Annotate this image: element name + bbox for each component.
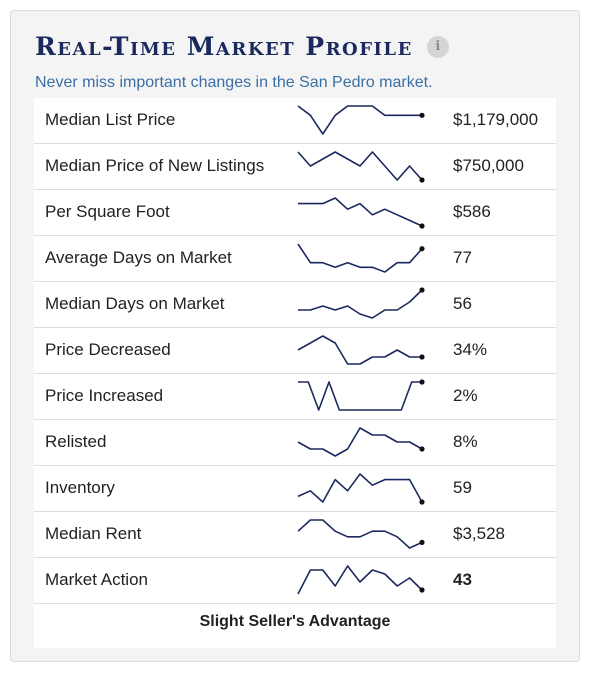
metric-value: 43 — [453, 570, 472, 589]
sparkline-path — [297, 151, 423, 181]
metric-sparkline — [297, 427, 425, 457]
metric-row-median-price-of-new-listings: Median Price of New Listings $750,000 — [34, 144, 556, 190]
sparkline-path — [297, 335, 422, 365]
page-title: Real-Time Market Profile — [35, 32, 413, 61]
metric-row-median-rent: Median Rent $3,528 — [34, 512, 556, 558]
info-icon[interactable]: i — [426, 36, 449, 58]
sparkline-endpoint — [419, 539, 425, 545]
sparkline-path — [297, 243, 423, 273]
sparkline-endpoint — [419, 223, 425, 229]
metric-row-per-square-foot: Per Square Foot $586 — [34, 190, 556, 236]
metric-sparkline — [297, 565, 425, 595]
metric-label: Median List Price — [45, 110, 176, 129]
metric-value: 56 — [453, 294, 472, 313]
metric-label: Average Days on Market — [45, 248, 232, 267]
metric-label: Price Increased — [45, 386, 164, 405]
sparkline-path — [297, 105, 422, 135]
metric-sparkline — [298, 287, 425, 319]
metric-label: Price Decreased — [45, 340, 171, 359]
metric-row-average-days-on-market: Average Days on Market 77 — [34, 236, 556, 282]
metric-sparkline — [297, 519, 425, 549]
metric-label: Median Rent — [45, 524, 142, 543]
sparkline-path — [298, 289, 423, 319]
sparkline-endpoint — [419, 354, 425, 360]
metric-row-market-action: Market Action 43 — [34, 558, 556, 604]
sparkline-endpoint — [419, 499, 425, 505]
sparkline-endpoint — [419, 177, 425, 183]
metric-label: Median Days on Market — [45, 294, 225, 313]
market-status: Slight Seller's Advantage — [199, 613, 391, 630]
metric-value: 77 — [453, 248, 472, 267]
metric-sparkline — [297, 105, 425, 135]
sparkline-path — [297, 473, 423, 503]
sparkline-path — [297, 565, 423, 595]
metric-sparkline — [297, 243, 425, 273]
metric-sparkline — [298, 197, 425, 229]
metric-value: $1,179,000 — [453, 110, 539, 129]
metrics-panel: Median List Price $1,179,000 Median Price … — [34, 98, 556, 648]
sparkline-path — [297, 519, 423, 549]
metric-sparkline — [297, 473, 425, 505]
metric-value: $750,000 — [453, 156, 524, 175]
sparkline-path — [298, 197, 423, 227]
metric-sparkline — [297, 335, 425, 365]
sparkline-endpoint — [419, 246, 425, 252]
market-profile-card: Real-Time Market Profile i Never miss im… — [10, 10, 580, 662]
sparkline-endpoint — [419, 446, 425, 452]
title-row: Real-Time Market Profile i — [35, 33, 449, 61]
metric-row-price-decreased: Price Decreased 34% — [34, 328, 556, 374]
metric-row-relisted: Relisted 8% — [34, 420, 556, 466]
metric-sparkline — [297, 151, 425, 183]
metric-row-inventory: Inventory 59 — [34, 466, 556, 512]
metric-row-median-days-on-market: Median Days on Market 56 — [34, 282, 556, 328]
metric-value: $586 — [453, 202, 491, 221]
sparkline-endpoint — [419, 587, 425, 593]
sparkline-path — [297, 427, 423, 457]
metric-label: Median Price of New Listings — [45, 156, 265, 175]
metric-value: 8% — [453, 432, 478, 451]
metric-value: 59 — [453, 478, 472, 497]
metric-value: $3,528 — [453, 524, 505, 543]
sparkline-path — [298, 381, 422, 411]
metric-label: Market Action — [45, 570, 148, 589]
sparkline-endpoint — [419, 287, 425, 293]
metric-sparkline — [298, 379, 425, 411]
metric-row-price-increased: Price Increased 2% — [34, 374, 556, 420]
market-subtitle: Never miss important changes in the San … — [35, 74, 433, 91]
metric-label: Relisted — [45, 432, 107, 451]
metric-row-median-list-price: Median List Price $1,179,000 — [34, 98, 556, 144]
sparkline-endpoint — [419, 379, 425, 385]
metric-value: 34% — [453, 340, 488, 359]
metric-label: Per Square Foot — [45, 202, 170, 221]
metric-value: 2% — [453, 386, 478, 405]
metric-label: Inventory — [45, 478, 115, 497]
sparkline-endpoint — [419, 112, 425, 118]
